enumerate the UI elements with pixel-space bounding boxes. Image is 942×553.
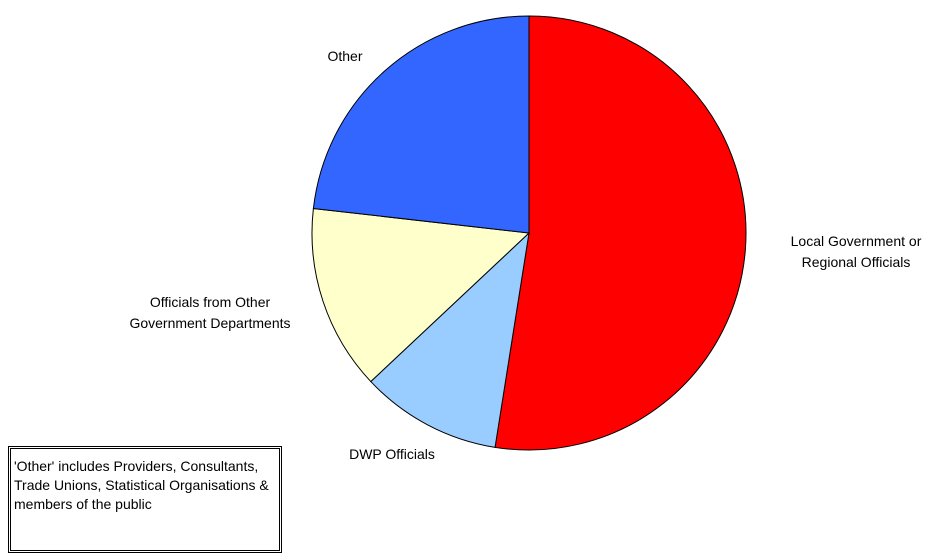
pie-label-4: Other: [327, 48, 362, 64]
pie-slices: [311, 15, 747, 451]
pie-slice-1: [494, 15, 747, 451]
pie-slice-2: [370, 231, 530, 448]
note-box: 'Other' includes Providers, Consultants,…: [8, 446, 282, 553]
pie-slice-4: [312, 15, 530, 234]
pie-labels: Local Government or Regional Officials DWP…: [129, 48, 921, 462]
pie-label-1: Local Government or Regional Officials: [791, 233, 922, 270]
pie-slice-3: [311, 207, 531, 383]
note-text: 'Other' includes Providers, Consultants,…: [14, 458, 269, 512]
pie-label-3: Officials from Other Government Departmen…: [129, 294, 290, 331]
pie-label-2: DWP Officials: [349, 446, 435, 462]
